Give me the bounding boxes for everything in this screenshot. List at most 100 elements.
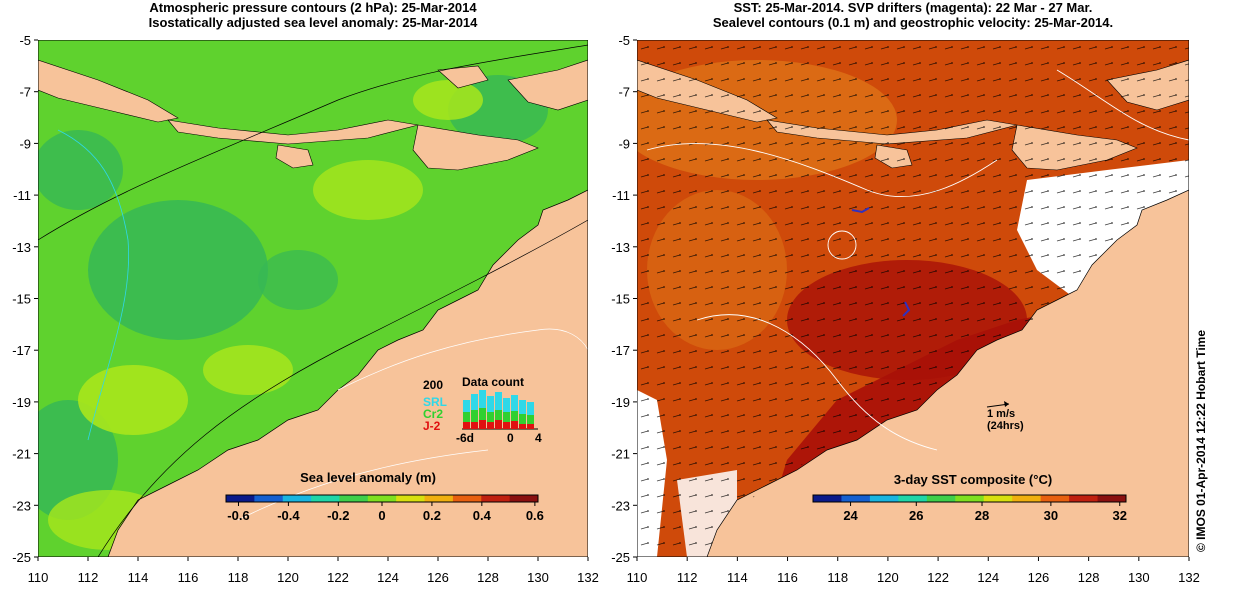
lat-tick-label: -17 <box>611 343 630 358</box>
colorbar-band <box>367 495 397 502</box>
colorbar-tick-label: -0.2 <box>327 508 349 523</box>
colorbar-tick-label: 0 <box>378 508 385 523</box>
right-latitude-axis: -5 -7 -9 -11 -13 -15 -17 -19 -21 -23 -25 <box>611 33 637 565</box>
sealevel-contour <box>646 143 998 198</box>
lat-tick-label: -13 <box>611 240 630 255</box>
velocity-scale-label: 1 m/s <box>987 408 1015 420</box>
lon-tick-label: 128 <box>1078 570 1100 585</box>
legend-j2: J-2 <box>423 419 441 433</box>
lat-tick-label: -23 <box>611 498 630 513</box>
lon-tick-label: 132 <box>1178 570 1200 585</box>
lon-tick-label: 126 <box>427 570 449 585</box>
colorbar-band <box>424 495 454 502</box>
count-xlabel-start: -6d <box>456 431 474 445</box>
lat-tick-label: -9 <box>19 136 31 151</box>
lat-tick-label: -17 <box>12 343 31 358</box>
sst-colorbar-label: 3-day SST composite (°C) <box>894 472 1052 487</box>
colorbar-band <box>869 495 899 502</box>
left-longitude-axis: 110 112 114 116 118 120 122 124 126 128 130 132 <box>28 557 599 585</box>
colorbar-band <box>226 495 255 502</box>
right-title-line1: SST: 25-Mar-2014. SVP drifters (magenta)… <box>733 0 1093 15</box>
colorbar-tick-label: 24 <box>843 508 858 523</box>
colorbar-tick-label: 30 <box>1044 508 1058 523</box>
count-xlabel-mid: 0 <box>507 431 514 445</box>
colorbar-band <box>926 495 956 502</box>
colorbar-tick-label: -0.6 <box>227 508 249 523</box>
data-count-max: 200 <box>423 378 443 392</box>
colorbar-tick-label: 0.2 <box>423 508 441 523</box>
pressure-contour <box>38 44 588 241</box>
lon-tick-label: 112 <box>78 570 99 585</box>
lat-tick-label: -15 <box>12 292 31 307</box>
lon-tick-label: 126 <box>1028 570 1050 585</box>
lon-tick-label: 110 <box>627 570 648 585</box>
count-xlabel-end: 4 <box>535 431 542 445</box>
legend-cr2: Cr2 <box>423 407 443 421</box>
sla-colorbar-label: Sea level anomaly (m) <box>300 470 436 485</box>
lat-tick-label: -13 <box>12 240 31 255</box>
lon-tick-label: 122 <box>327 570 349 585</box>
lat-tick-label: -19 <box>611 395 630 410</box>
lat-tick-label: -25 <box>12 550 31 565</box>
velocity-scale: 1 m/s (24hrs) <box>986 401 1024 432</box>
colorbar-band <box>282 495 312 502</box>
negative-anomaly-patch <box>88 200 268 340</box>
colorbar-tick-label: 28 <box>975 508 989 523</box>
lon-tick-label: 120 <box>277 570 299 585</box>
data-count-title: Data count <box>462 375 524 389</box>
lat-tick-label: -5 <box>19 33 31 48</box>
left-map-title: Atmospheric pressure contours (2 hPa): 2… <box>38 0 588 30</box>
sst-map: 1 m/s (24hrs) 3-day SST composite (°C) 2… <box>636 39 1190 558</box>
lon-tick-label: 128 <box>477 570 499 585</box>
lon-tick-label: 116 <box>178 570 199 585</box>
lon-tick-label: 130 <box>1128 570 1150 585</box>
colorbar-tick-label: 26 <box>909 508 923 523</box>
svp-drifter-track <box>851 207 870 214</box>
lat-tick-label: -11 <box>612 188 630 203</box>
lon-tick-label: 118 <box>827 570 848 585</box>
colorbar-band <box>396 495 426 502</box>
australia-landmass <box>107 189 588 557</box>
lon-tick-label: 112 <box>677 570 698 585</box>
legend-srl: SRL <box>423 395 447 409</box>
copyright-text: © IMOS 01-Apr-2014 12:22 Hobart Time <box>1194 330 1208 552</box>
lon-tick-label: 130 <box>527 570 549 585</box>
lon-tick-label: 116 <box>777 570 798 585</box>
colorbar-tick-label: 0.6 <box>526 508 544 523</box>
colorbar-band <box>955 495 985 502</box>
lon-tick-label: 124 <box>977 570 999 585</box>
colorbar-band <box>841 495 871 502</box>
colorbar-band <box>983 495 1013 502</box>
lat-tick-label: -21 <box>12 447 31 462</box>
left-title-line2: Isostatically adjusted sea level anomaly… <box>148 15 478 30</box>
colorbar-band <box>481 495 511 502</box>
bathymetry-contour <box>337 328 588 391</box>
copyright-notice: © IMOS 01-Apr-2014 12:22 Hobart Time <box>1194 330 1208 552</box>
sea-level-anomaly-map: Data count 200 SRL Cr2 J-2 -6d 0 4 <box>37 39 589 558</box>
colorbar-band <box>813 495 842 502</box>
colorbar-band <box>1097 495 1127 502</box>
positive-anomaly-patch <box>78 365 188 435</box>
lat-tick-label: -11 <box>13 188 31 203</box>
colorbar-band <box>254 495 284 502</box>
lon-tick-label: 114 <box>128 570 149 585</box>
colorbar-band <box>1069 495 1099 502</box>
lat-tick-label: -7 <box>618 85 630 100</box>
timor-island <box>412 124 539 171</box>
colorbar-tick-label: 0.4 <box>473 508 492 523</box>
lat-tick-label: -23 <box>12 498 31 513</box>
lat-tick-label: -25 <box>611 550 630 565</box>
left-title-line1: Atmospheric pressure contours (2 hPa): 2… <box>149 0 477 15</box>
colorbar-tick-label: 32 <box>1113 508 1127 523</box>
colorbar-band <box>339 495 369 502</box>
lon-tick-label: 120 <box>877 570 899 585</box>
velocity-scale-sublabel: (24hrs) <box>987 420 1024 432</box>
colorbar-band <box>1040 495 1070 502</box>
lat-tick-label: -5 <box>618 33 630 48</box>
left-latitude-axis: -5 -7 -9 -11 -13 -15 -17 -19 -21 -23 -25 <box>12 33 38 565</box>
geostrophic-velocity-arrows <box>637 40 1189 557</box>
right-longitude-axis: 110 112 114 116 118 120 122 124 126 128 130 132 <box>627 557 1200 585</box>
java-landmass <box>38 59 179 123</box>
sla-colorbar: Sea level anomaly (m) -0.6 -0.4 -0.2 0 0.2 0.… <box>225 470 544 523</box>
sst-map-canvas: 1 m/s (24hrs) 3-day SST composite (°C) 2… <box>636 39 1190 558</box>
